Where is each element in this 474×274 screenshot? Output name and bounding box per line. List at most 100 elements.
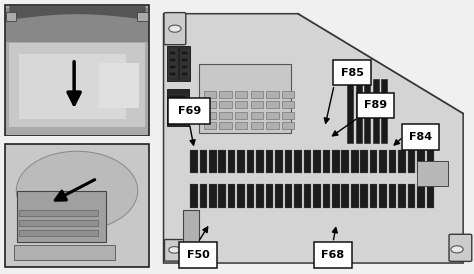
FancyBboxPatch shape xyxy=(370,184,377,208)
FancyBboxPatch shape xyxy=(417,161,448,186)
FancyBboxPatch shape xyxy=(228,184,236,208)
FancyBboxPatch shape xyxy=(219,112,232,119)
Text: F89: F89 xyxy=(364,101,387,110)
FancyBboxPatch shape xyxy=(169,72,176,76)
FancyBboxPatch shape xyxy=(219,184,226,208)
FancyBboxPatch shape xyxy=(0,136,161,143)
FancyBboxPatch shape xyxy=(357,93,394,118)
FancyBboxPatch shape xyxy=(322,184,330,208)
FancyBboxPatch shape xyxy=(190,150,198,173)
FancyBboxPatch shape xyxy=(9,43,145,127)
FancyBboxPatch shape xyxy=(181,51,188,55)
FancyBboxPatch shape xyxy=(356,79,362,143)
FancyBboxPatch shape xyxy=(6,145,148,266)
FancyBboxPatch shape xyxy=(266,150,273,173)
FancyBboxPatch shape xyxy=(360,184,368,208)
FancyBboxPatch shape xyxy=(19,220,99,226)
FancyBboxPatch shape xyxy=(219,101,232,109)
FancyBboxPatch shape xyxy=(332,184,339,208)
FancyBboxPatch shape xyxy=(313,150,320,173)
FancyBboxPatch shape xyxy=(266,122,279,129)
FancyBboxPatch shape xyxy=(379,184,387,208)
FancyBboxPatch shape xyxy=(332,150,339,173)
FancyBboxPatch shape xyxy=(427,184,434,208)
FancyBboxPatch shape xyxy=(6,8,148,42)
FancyBboxPatch shape xyxy=(219,91,232,98)
FancyBboxPatch shape xyxy=(199,64,291,133)
FancyBboxPatch shape xyxy=(247,184,255,208)
FancyBboxPatch shape xyxy=(235,101,247,109)
FancyBboxPatch shape xyxy=(449,234,472,261)
FancyBboxPatch shape xyxy=(179,242,217,268)
FancyBboxPatch shape xyxy=(200,150,207,173)
FancyBboxPatch shape xyxy=(169,58,176,62)
FancyBboxPatch shape xyxy=(235,122,247,129)
FancyBboxPatch shape xyxy=(14,245,115,260)
FancyBboxPatch shape xyxy=(347,79,353,143)
FancyBboxPatch shape xyxy=(322,150,330,173)
FancyBboxPatch shape xyxy=(266,91,279,98)
FancyBboxPatch shape xyxy=(169,51,176,55)
FancyBboxPatch shape xyxy=(313,184,320,208)
FancyBboxPatch shape xyxy=(5,144,149,267)
FancyBboxPatch shape xyxy=(417,184,425,208)
FancyBboxPatch shape xyxy=(304,184,311,208)
FancyBboxPatch shape xyxy=(398,150,406,173)
FancyBboxPatch shape xyxy=(235,112,247,119)
Text: F85: F85 xyxy=(340,68,364,78)
FancyBboxPatch shape xyxy=(294,184,302,208)
Polygon shape xyxy=(164,14,463,263)
FancyBboxPatch shape xyxy=(209,150,217,173)
FancyBboxPatch shape xyxy=(285,184,292,208)
FancyBboxPatch shape xyxy=(179,46,190,81)
FancyBboxPatch shape xyxy=(169,105,186,111)
FancyBboxPatch shape xyxy=(137,12,148,21)
Text: F69: F69 xyxy=(178,106,201,116)
FancyBboxPatch shape xyxy=(417,150,425,173)
FancyBboxPatch shape xyxy=(256,184,264,208)
FancyBboxPatch shape xyxy=(341,150,349,173)
FancyBboxPatch shape xyxy=(256,150,264,173)
FancyBboxPatch shape xyxy=(427,150,434,173)
FancyBboxPatch shape xyxy=(294,150,302,173)
FancyBboxPatch shape xyxy=(389,184,396,208)
FancyBboxPatch shape xyxy=(5,5,149,136)
FancyBboxPatch shape xyxy=(204,122,216,129)
FancyBboxPatch shape xyxy=(19,210,99,216)
FancyBboxPatch shape xyxy=(351,184,358,208)
FancyBboxPatch shape xyxy=(181,58,188,62)
FancyBboxPatch shape xyxy=(341,184,349,208)
FancyBboxPatch shape xyxy=(333,60,371,85)
FancyBboxPatch shape xyxy=(364,79,370,143)
FancyBboxPatch shape xyxy=(237,184,245,208)
FancyBboxPatch shape xyxy=(381,79,387,143)
FancyBboxPatch shape xyxy=(181,72,188,76)
FancyBboxPatch shape xyxy=(204,112,216,119)
FancyBboxPatch shape xyxy=(402,124,439,150)
FancyBboxPatch shape xyxy=(235,91,247,98)
FancyBboxPatch shape xyxy=(314,242,352,268)
Text: F68: F68 xyxy=(321,250,345,260)
FancyBboxPatch shape xyxy=(379,150,387,173)
FancyBboxPatch shape xyxy=(168,98,210,124)
FancyBboxPatch shape xyxy=(204,91,216,98)
Circle shape xyxy=(169,25,181,32)
Text: F50: F50 xyxy=(187,250,209,260)
FancyBboxPatch shape xyxy=(169,65,176,69)
Circle shape xyxy=(169,247,180,253)
FancyBboxPatch shape xyxy=(251,101,263,109)
FancyBboxPatch shape xyxy=(398,184,406,208)
FancyBboxPatch shape xyxy=(285,150,292,173)
FancyBboxPatch shape xyxy=(169,95,186,102)
FancyBboxPatch shape xyxy=(251,91,263,98)
FancyBboxPatch shape xyxy=(200,184,207,208)
FancyBboxPatch shape xyxy=(17,191,106,242)
FancyBboxPatch shape xyxy=(275,150,283,173)
FancyBboxPatch shape xyxy=(251,112,263,119)
FancyBboxPatch shape xyxy=(408,150,415,173)
FancyBboxPatch shape xyxy=(167,89,189,126)
FancyBboxPatch shape xyxy=(389,150,396,173)
FancyBboxPatch shape xyxy=(169,114,186,121)
FancyBboxPatch shape xyxy=(360,150,368,173)
Circle shape xyxy=(451,246,463,253)
